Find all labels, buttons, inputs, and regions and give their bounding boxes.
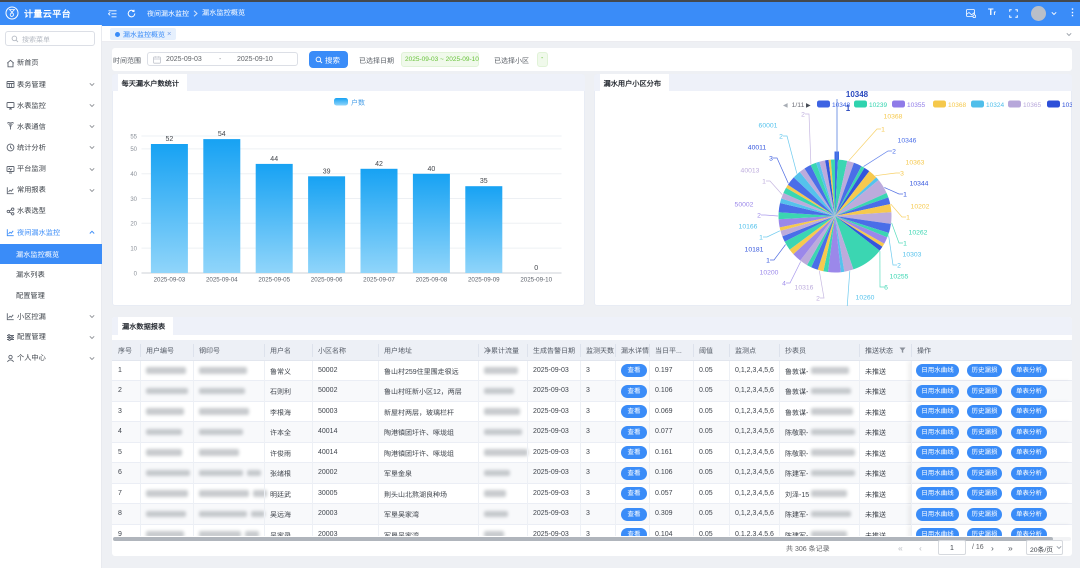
svg-text:2025-09-05: 2025-09-05	[258, 277, 290, 284]
svg-text:2: 2	[779, 134, 783, 141]
svg-text:1: 1	[846, 104, 851, 113]
svg-text:2025-09-04: 2025-09-04	[206, 277, 238, 284]
svg-text:10166: 10166	[739, 224, 758, 231]
svg-text:1: 1	[881, 127, 885, 134]
svg-text:52: 52	[166, 136, 174, 143]
svg-text:1: 1	[759, 235, 763, 242]
svg-text:10260: 10260	[856, 295, 875, 302]
svg-text:50002: 50002	[735, 202, 754, 209]
svg-text:6: 6	[884, 285, 888, 292]
svg-text:40013: 40013	[741, 168, 760, 175]
svg-text:0: 0	[534, 265, 538, 272]
svg-text:户数: 户数	[351, 99, 365, 107]
svg-text:1: 1	[766, 258, 770, 265]
svg-text:60001: 60001	[759, 123, 778, 130]
svg-text:◀: ◀	[783, 103, 788, 109]
svg-text:10181: 10181	[745, 247, 764, 254]
svg-text:2025-09-08: 2025-09-08	[416, 277, 448, 284]
svg-text:30: 30	[130, 197, 137, 203]
svg-text:10365: 10365	[1023, 102, 1041, 109]
svg-text:10348: 10348	[832, 102, 850, 109]
svg-text:3: 3	[900, 171, 904, 178]
svg-text:39: 39	[323, 168, 331, 175]
svg-text:2: 2	[816, 296, 820, 303]
svg-text:1: 1	[903, 241, 907, 248]
svg-text:4: 4	[782, 281, 786, 288]
svg-text:10: 10	[130, 246, 137, 252]
svg-text:10200: 10200	[760, 270, 779, 277]
svg-text:55: 55	[130, 134, 137, 140]
svg-text:2025-09-10: 2025-09-10	[520, 277, 552, 284]
svg-text:10355: 10355	[907, 102, 925, 109]
svg-text:20: 20	[130, 222, 137, 228]
svg-text:40011: 40011	[748, 145, 767, 152]
svg-text:40: 40	[130, 172, 137, 178]
svg-text:1: 1	[906, 215, 910, 222]
svg-text:40: 40	[428, 166, 436, 173]
svg-text:10348: 10348	[1062, 102, 1072, 109]
svg-text:50: 50	[130, 147, 137, 153]
svg-text:2: 2	[757, 213, 761, 220]
svg-text:2: 2	[801, 112, 805, 119]
svg-text:10239: 10239	[869, 102, 887, 109]
svg-text:10316: 10316	[795, 285, 814, 292]
svg-text:3: 3	[769, 156, 773, 163]
svg-text:2025-09-03: 2025-09-03	[154, 277, 186, 284]
svg-text:54: 54	[218, 131, 226, 138]
svg-text:0: 0	[134, 271, 138, 277]
svg-text:10262: 10262	[909, 230, 928, 237]
svg-text:44: 44	[270, 156, 278, 163]
svg-text:10368: 10368	[948, 102, 966, 109]
svg-text:10346: 10346	[898, 138, 917, 145]
svg-text:10348: 10348	[846, 90, 869, 99]
svg-text:2: 2	[892, 149, 896, 156]
svg-text:10255: 10255	[890, 274, 909, 281]
svg-text:1/11: 1/11	[792, 102, 805, 109]
svg-text:35: 35	[480, 178, 488, 185]
svg-text:10368: 10368	[884, 114, 903, 121]
svg-text:10324: 10324	[986, 102, 1004, 109]
svg-text:2025-09-09: 2025-09-09	[468, 277, 500, 284]
svg-text:1: 1	[903, 192, 907, 199]
svg-text:1: 1	[762, 179, 766, 186]
svg-text:42: 42	[375, 161, 383, 168]
svg-text:2025-09-06: 2025-09-06	[311, 277, 343, 284]
svg-text:2: 2	[897, 263, 901, 270]
svg-text:2025-09-07: 2025-09-07	[363, 277, 395, 284]
svg-text:10202: 10202	[911, 204, 930, 211]
svg-text:▶: ▶	[806, 103, 811, 109]
svg-text:10303: 10303	[903, 252, 922, 259]
svg-text:10363: 10363	[906, 160, 925, 167]
svg-text:10344: 10344	[910, 181, 929, 188]
